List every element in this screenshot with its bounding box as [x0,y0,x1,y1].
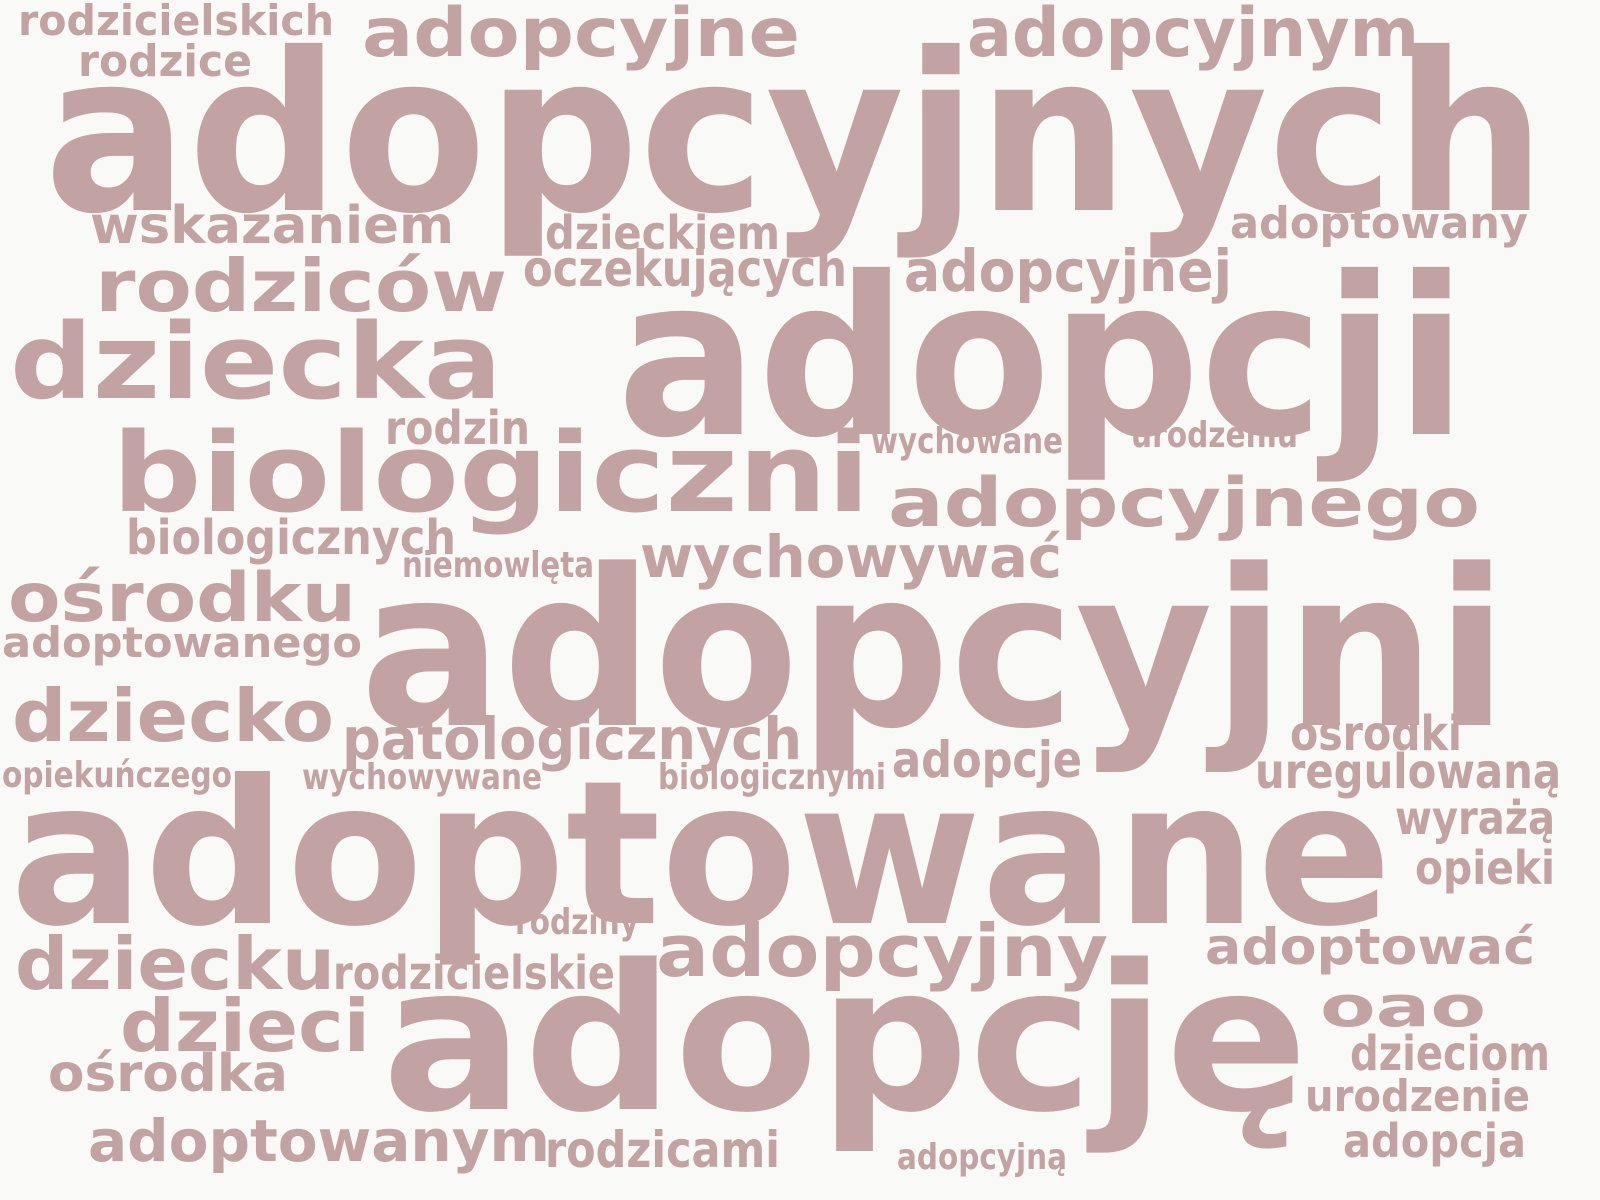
word-adoptowanym: adoptowanym [88,1107,550,1175]
word-adoptowane: adoptowane [10,738,1392,971]
word-oczekujacych: oczekujących [523,240,847,298]
word-osrodki: ośrodki [1290,706,1463,762]
word-wychowywane: wychowywane [302,757,542,798]
word-uregulowana: uregulowaną [1255,744,1562,800]
word-rodziny: rodziny [515,902,640,943]
word-wyraza: wyrażą [1395,791,1555,845]
word-dziecka: dziecka [10,301,502,423]
word-oao: oao [1320,975,1486,1040]
word-biologiczni: biologiczni [112,409,871,537]
word-adopcyjnej: adopcyjnej [904,237,1233,305]
word-urodzenie: urodzenie [1305,1071,1531,1122]
word-biologicznych: biologicznych [126,510,457,566]
word-adopcyjne: adopcyjne [362,0,800,73]
word-wychowywac: wychowywać [640,523,1063,591]
word-adoptowanego: adoptowanego [2,618,363,667]
word-adopcyjnego: adopcyjnego [888,464,1480,543]
word-dzieckiem: dzieckiem [545,206,780,260]
word-adopcje-accusative: adopcję [382,921,1308,1157]
word-osrodku: ośrodku [8,559,356,638]
word-dzieciom: dzieciom [1350,1026,1550,1082]
word-patologicznych: patologicznych [342,705,803,773]
word-adopcyjny: adopcyjny [656,909,1109,993]
word-opieki: opieki [1415,841,1556,895]
word-adoptowany: adoptowany [1230,198,1529,249]
word-rodzicami: rodzicami [545,1121,781,1179]
word-adopcyjni: adopcyjni [360,524,1508,777]
word-dzieci: dzieci [120,984,371,1068]
word-rodzice: rodzice [78,36,252,87]
word-rodzin: rodzin [385,401,530,455]
word-dziecko: dziecko [12,674,334,758]
word-adopcyjnym: adopcyjnym [967,0,1419,73]
word-adopcja: adopcja [1343,1114,1527,1168]
word-adopcyjnych: adopcyjnych [44,6,1547,262]
word-biologicznymi: biologicznymi [658,757,886,798]
word-adopcje: adopcje [892,731,1083,789]
word-niemowleta: niemowlęta [402,545,594,586]
word-opiekunczego: opiekuńczego [2,755,233,796]
word-adoptowac: adoptować [1205,918,1536,976]
word-adopcji: adopcji [617,230,1468,486]
word-wskazaniem: wskazaniem [90,196,455,256]
word-adopcyjna: adopcyjną [897,1137,1067,1178]
word-rodzicow: rodziców [95,244,508,328]
word-wychowane: wychowane [871,421,1064,462]
word-rodzicielskich: rodzicielskich [18,0,335,45]
word-dziecku: dziecku [15,922,335,1006]
word-urodzeniu: urodzeniu [1131,415,1298,456]
word-rodzicielskie: rodzicielskie [333,946,616,1000]
word-osrodka: ośrodka [48,1044,289,1104]
